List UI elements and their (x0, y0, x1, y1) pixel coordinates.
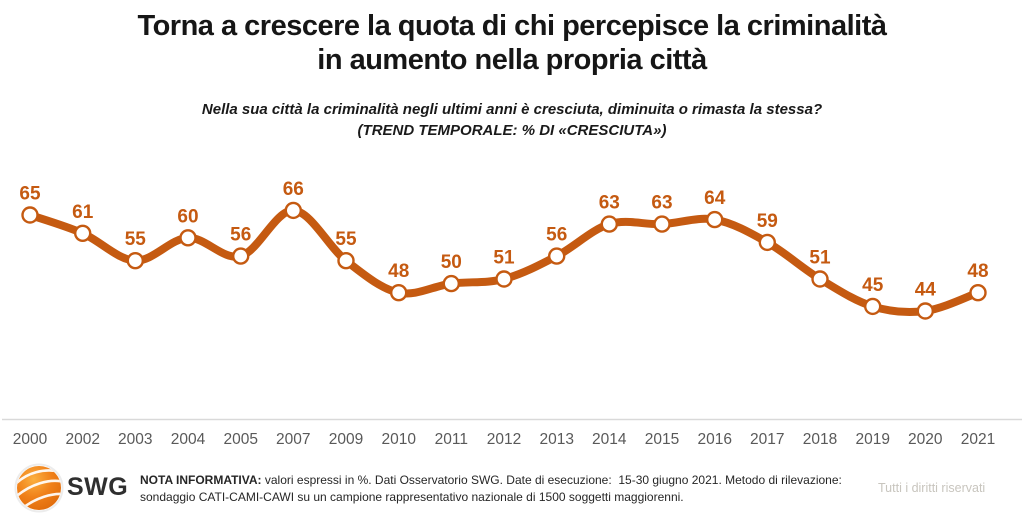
data-point-label: 50 (441, 252, 462, 273)
x-axis-label: 2021 (961, 431, 995, 448)
data-point-marker (21, 206, 39, 224)
data-point-marker (390, 284, 408, 302)
x-axis-label: 2012 (487, 431, 521, 448)
data-point-label: 66 (283, 179, 304, 200)
x-axis-label: 2019 (855, 431, 889, 448)
data-point-label: 59 (757, 211, 778, 232)
data-point-label: 56 (230, 225, 251, 246)
data-point-marker (916, 302, 934, 320)
data-point-label: 65 (19, 184, 41, 205)
x-axis-label: 2016 (697, 431, 731, 448)
data-point-label: 63 (651, 193, 672, 214)
data-point-marker (706, 210, 724, 229)
data-point-label: 55 (125, 229, 147, 250)
swg-logo (14, 463, 64, 513)
data-point-label: 44 (915, 280, 937, 301)
data-point-marker (864, 297, 882, 316)
data-point-label: 51 (809, 248, 831, 269)
x-axis-label: 2000 (13, 431, 48, 448)
data-point-marker (231, 247, 250, 265)
nota-informativa: NOTA INFORMATIVA: valori espressi in %. … (140, 472, 888, 505)
data-point-marker (126, 252, 145, 270)
data-point-label: 51 (493, 248, 515, 269)
logo-ring (14, 463, 64, 513)
x-axis-label: 2017 (750, 431, 784, 448)
data-point-marker (548, 247, 566, 265)
data-point-label: 55 (335, 229, 357, 250)
data-point-marker (495, 270, 513, 288)
x-axis-label: 2007 (276, 431, 310, 448)
data-point-label: 56 (546, 225, 567, 246)
x-axis-label: 2005 (223, 431, 257, 448)
x-axis-label: 2011 (435, 431, 468, 448)
x-axis-label: 2003 (118, 431, 152, 448)
data-point-marker (284, 201, 302, 220)
data-point-marker (653, 215, 671, 233)
page-title-line2: in aumento nella propria città (317, 44, 707, 76)
data-point-marker (73, 224, 92, 243)
data-point-marker (969, 284, 987, 302)
rights-reserved: Tutti i diritti riservati (878, 481, 986, 495)
x-axis-label: 2014 (592, 431, 627, 448)
x-axis-label: 2013 (539, 431, 573, 448)
x-axis-label: 2018 (803, 431, 837, 448)
data-point-label: 45 (862, 275, 884, 296)
survey-question: Nella sua città la criminalità negli ult… (201, 101, 823, 118)
data-point-marker (179, 229, 197, 247)
swg-wordmark: SWG (67, 473, 129, 501)
x-axis-label: 2002 (65, 431, 99, 448)
x-axis-label: 2010 (381, 431, 416, 448)
nota-text: valori espressi in %. Dati Osservatorio … (140, 473, 846, 504)
page-title-line1: Torna a crescere la quota di chi percepi… (137, 10, 887, 42)
data-point-marker (600, 215, 618, 233)
data-point-marker (758, 233, 776, 252)
data-point-label: 48 (388, 261, 409, 282)
data-point-marker (337, 252, 355, 270)
nota-label: NOTA INFORMATIVA: (140, 473, 262, 487)
x-axis-label: 2004 (171, 431, 206, 448)
data-point-marker (442, 274, 460, 293)
data-point-marker (811, 270, 829, 288)
data-point-label: 63 (599, 193, 620, 214)
data-point-label: 61 (72, 202, 94, 223)
data-point-label: 64 (704, 188, 726, 209)
data-point-label: 60 (177, 206, 198, 227)
x-axis-label: 2020 (908, 431, 943, 448)
chart-subtitle: Nella sua città la criminalità negli ult… (0, 99, 1024, 141)
logo-sphere (17, 466, 61, 510)
x-axis-label: 2015 (645, 431, 679, 448)
page-title: Torna a crescere la quota di chi percepi… (0, 9, 1024, 77)
trend-note: (TREND TEMPORALE: % DI «CRESCIUTA») (357, 122, 667, 139)
x-axis-label: 2009 (329, 431, 363, 448)
data-point-label: 48 (967, 261, 988, 282)
